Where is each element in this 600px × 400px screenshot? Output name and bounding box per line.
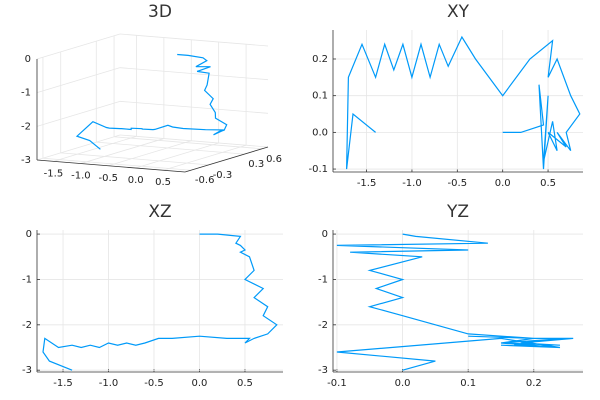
panel-title: XY	[447, 2, 470, 22]
x-tick-label: 0.5	[540, 178, 556, 189]
grid-line	[36, 67, 121, 94]
data-line	[42, 233, 278, 371]
grid-line	[162, 144, 247, 171]
x-tick-label: 0.5	[237, 378, 253, 389]
y-tick-label: -2	[318, 320, 328, 331]
y-tick-label: 0.0	[312, 127, 328, 138]
y-tick-label: -2	[22, 320, 32, 331]
x-tick-label: -1.0	[71, 171, 91, 182]
x-axis	[36, 159, 186, 173]
panel-title: 3D	[148, 2, 172, 22]
grid-line	[36, 33, 121, 60]
grid-line	[80, 138, 164, 164]
x-tick-label: -1.5	[44, 168, 64, 179]
y-tick-label: -1	[22, 274, 32, 285]
x-tick-label: 0.0	[395, 378, 411, 389]
panel-title: XZ	[148, 202, 171, 222]
grid-line	[42, 157, 191, 171]
grid-line	[96, 141, 245, 155]
grid-line	[36, 134, 121, 161]
data-line	[336, 233, 574, 371]
y-axis	[184, 146, 269, 173]
x-tick-label: -1.0	[99, 378, 119, 389]
x-tick-label: -1.5	[53, 378, 73, 389]
x-tick-label: -0.5	[448, 178, 468, 189]
x-tick-label: 0.1	[460, 378, 476, 389]
x-tick-label: 0.5	[155, 177, 171, 188]
x-tick-label: -0.1	[327, 378, 347, 389]
grid-line	[60, 152, 209, 166]
data-line	[346, 35, 581, 170]
y-tick-label: 0.3	[248, 159, 264, 170]
grid-line	[36, 100, 121, 127]
grid-line	[119, 67, 269, 81]
grid-line	[119, 134, 269, 148]
y-tick-label: 0.6	[266, 154, 282, 165]
grid-line	[135, 142, 219, 169]
grid-line	[108, 140, 192, 167]
y-tick-label: 0	[26, 229, 32, 240]
y-tick-label: -3	[318, 365, 328, 376]
y-tick-label: 0	[322, 229, 328, 240]
y-tick-label: 0.1	[312, 91, 328, 102]
grid-line	[53, 135, 137, 162]
x-tick-label: -1.5	[357, 178, 377, 189]
y-tick-label: 0.2	[312, 54, 328, 65]
grid-line	[114, 136, 263, 150]
panel-title: YZ	[446, 202, 469, 222]
x-tick-label: -0.5	[144, 378, 164, 389]
y-tick-label: -0.1	[308, 164, 328, 175]
y-tick-label: -3	[22, 365, 32, 376]
x-tick-label: -0.5	[99, 173, 119, 184]
x-tick-label: 0.0	[495, 178, 511, 189]
y-tick-label: -1	[318, 274, 328, 285]
x-tick-label: 0.2	[526, 378, 542, 389]
x-tick-label: 0.0	[128, 175, 144, 186]
z-tick-label: -3	[21, 155, 31, 166]
y-tick-label: -0.6	[195, 175, 215, 186]
data-line	[75, 53, 228, 150]
grid-line	[119, 100, 269, 114]
z-tick-label: -1	[21, 88, 31, 99]
z-tick-label: 0	[25, 54, 31, 65]
grid-line	[119, 33, 269, 47]
x-tick-label: -1.0	[402, 178, 422, 189]
z-tick-label: -2	[21, 121, 31, 132]
x-tick-label: 0.0	[192, 378, 208, 389]
y-tick-label: -0.3	[213, 170, 233, 181]
